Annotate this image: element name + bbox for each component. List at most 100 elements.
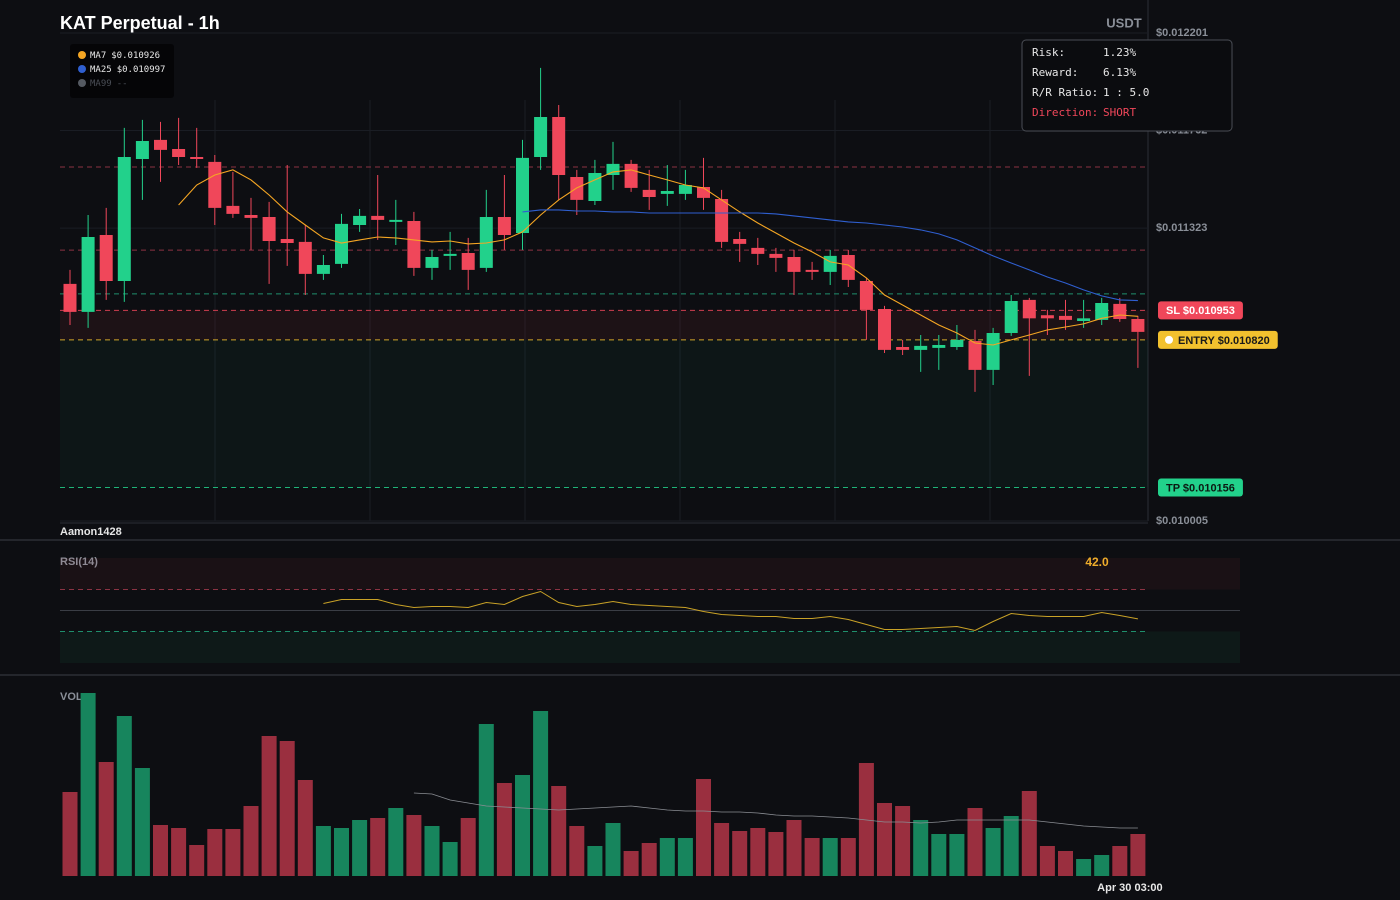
candle-body [190, 157, 204, 159]
candle-body [316, 265, 330, 274]
ma-legend-box [70, 44, 174, 98]
risk-label: Direction: [1032, 106, 1098, 119]
volume-bar [1039, 846, 1055, 876]
candle-body [1131, 319, 1145, 332]
volume-bar [605, 823, 621, 876]
rsi-overbought-zone [60, 558, 1240, 590]
candle-body [1022, 299, 1036, 319]
legend-name: MA99 [90, 79, 112, 89]
sl-tag: SL $0.010953 [1158, 301, 1243, 320]
candle-body [262, 217, 276, 241]
candle-body [81, 237, 95, 312]
sl-zone [60, 310, 1148, 340]
volume-bar [424, 826, 440, 876]
risk-value: 1 : 5.0 [1103, 86, 1149, 99]
candle-body [99, 235, 113, 281]
candle-body [335, 223, 348, 264]
candle-body [425, 257, 439, 268]
rsi-line [323, 590, 1138, 632]
volume-bar [931, 834, 947, 876]
candle-body [135, 141, 149, 159]
risk-value: SHORT [1103, 106, 1136, 119]
rsi-oversold-zone [60, 631, 1240, 663]
currency-label: USDT [1106, 15, 1141, 30]
volume-bar [569, 826, 585, 876]
volume-bar [406, 815, 422, 876]
volume-bar [551, 786, 567, 876]
y-tick-label: $0.012201 [1156, 27, 1208, 39]
tp-tag: TP $0.010156 [1158, 478, 1243, 497]
volume-bar [478, 724, 494, 876]
legend-value: $0.010926 [111, 51, 160, 61]
volume-bar [714, 823, 730, 876]
volume-bar [1112, 846, 1128, 876]
candle-body [353, 215, 367, 225]
volume-bar [1130, 834, 1146, 876]
volume-bar [134, 768, 150, 876]
volume-bar [768, 832, 784, 876]
candle-body [878, 309, 891, 350]
legend-name: MA25 [90, 65, 112, 75]
volume-bar [225, 829, 241, 876]
legend-dot [78, 79, 86, 87]
volume-bar [80, 693, 96, 876]
sl-tag-label: SL $0.010953 [1166, 305, 1235, 317]
volume-bar [587, 846, 603, 876]
volume-bar [623, 851, 639, 876]
candle-body [461, 253, 475, 270]
volume-bar [877, 803, 892, 876]
volume-bar [189, 845, 205, 876]
rsi-value: 42.0 [1085, 555, 1109, 569]
legend-entry: MA99 -- [90, 79, 128, 89]
volume-bar [804, 838, 820, 876]
candle-body [787, 257, 801, 272]
candle-body [407, 221, 421, 268]
candle-body [280, 239, 294, 243]
candle-body [226, 205, 240, 214]
risk-label: R/R Ratio: [1032, 86, 1098, 99]
candle-body [443, 253, 457, 256]
risk-value: 1.23% [1103, 46, 1136, 59]
volume-bar [334, 828, 349, 876]
volume-bar [677, 838, 693, 876]
y-tick-label: $0.011323 [1156, 222, 1207, 234]
candle-body [172, 149, 186, 157]
volume-bar [297, 780, 313, 876]
candle-body [1095, 303, 1109, 320]
volume-bar [261, 736, 277, 876]
ma-line [178, 169, 1138, 346]
candle-body [950, 339, 964, 347]
entry-tag: ENTRY $0.010820 [1158, 330, 1278, 349]
tp-zone [60, 339, 1148, 488]
candle-body [516, 157, 529, 233]
candle-body [697, 187, 710, 198]
candle-body [859, 281, 873, 310]
volume-bar [460, 818, 476, 876]
tp-tag-bg [1158, 478, 1243, 497]
volume-bar [913, 820, 929, 876]
risk-label: Reward: [1032, 66, 1078, 79]
x-tick-label: Apr 30 03:00 [1097, 882, 1162, 894]
volume-bar [750, 828, 766, 876]
candle-body [497, 217, 511, 235]
candle-body [805, 269, 819, 272]
volume-ma-line [413, 792, 1138, 829]
volume-bar [207, 829, 223, 876]
volume-bar [1094, 855, 1110, 876]
candle-body [769, 253, 783, 258]
volume-bar [533, 711, 549, 876]
volume-bar [442, 842, 458, 876]
candle-body [642, 189, 656, 197]
candle-body [208, 161, 222, 208]
volume-bar [967, 808, 983, 876]
candle-body [63, 283, 77, 312]
volume-bar [153, 825, 168, 876]
volume-bar [1021, 791, 1037, 876]
sl-tag-bg [1158, 301, 1243, 320]
volume-bar [659, 838, 675, 876]
candle-body [534, 117, 548, 157]
volume-title: VOL [60, 691, 83, 703]
candle-body [1004, 301, 1018, 333]
volume-bar [1003, 816, 1019, 876]
